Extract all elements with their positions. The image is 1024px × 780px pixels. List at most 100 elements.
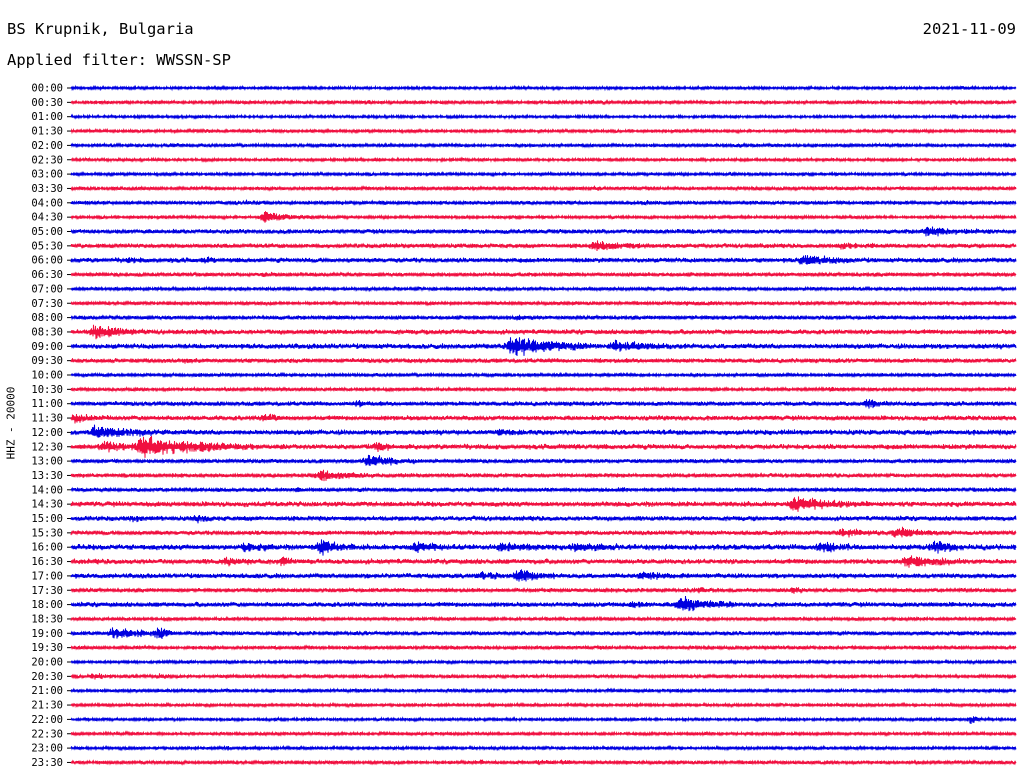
seismic-trace bbox=[70, 156, 1017, 164]
seismic-trace bbox=[70, 539, 1017, 556]
seismic-trace bbox=[70, 299, 1017, 307]
time-label: 00:30 bbox=[31, 97, 63, 109]
seismic-trace bbox=[70, 672, 1017, 680]
time-label: 15:00 bbox=[31, 513, 63, 525]
time-label: 13:00 bbox=[31, 456, 63, 468]
seismic-trace bbox=[70, 84, 1017, 92]
time-label: 23:30 bbox=[31, 757, 63, 769]
time-label: 16:00 bbox=[31, 542, 63, 554]
seismic-trace bbox=[70, 385, 1017, 393]
time-label: 19:00 bbox=[31, 628, 63, 640]
seismic-trace bbox=[70, 255, 1017, 265]
seismic-trace bbox=[70, 555, 1017, 568]
time-label: 07:30 bbox=[31, 298, 63, 310]
seismic-trace bbox=[70, 744, 1017, 752]
seismic-trace bbox=[70, 586, 1017, 594]
time-label: 22:00 bbox=[31, 714, 63, 726]
seismic-trace bbox=[70, 687, 1017, 695]
seismic-trace bbox=[70, 569, 1017, 582]
seismic-trace bbox=[70, 627, 1017, 640]
time-label: 09:30 bbox=[31, 355, 63, 367]
seismic-trace bbox=[70, 615, 1017, 623]
time-label: 10:30 bbox=[31, 384, 63, 396]
time-label: 04:30 bbox=[31, 212, 63, 224]
seismic-trace bbox=[70, 170, 1017, 178]
seismic-trace bbox=[70, 199, 1017, 207]
seismic-trace bbox=[70, 413, 1017, 424]
time-label: 12:30 bbox=[31, 441, 63, 453]
time-label: 04:00 bbox=[31, 197, 63, 209]
time-label: 13:30 bbox=[31, 470, 63, 482]
seismic-trace bbox=[70, 399, 1017, 409]
seismic-trace bbox=[70, 185, 1017, 192]
seismic-trace bbox=[70, 211, 1017, 223]
time-label: 12:00 bbox=[31, 427, 63, 439]
time-label: 01:30 bbox=[31, 126, 63, 138]
seismic-trace bbox=[70, 715, 1017, 725]
time-label: 05:00 bbox=[31, 226, 63, 238]
time-label: 03:00 bbox=[31, 169, 63, 181]
time-label: 02:00 bbox=[31, 140, 63, 152]
seismic-trace bbox=[70, 324, 1017, 340]
time-label: 00:00 bbox=[31, 83, 63, 95]
time-label: 14:30 bbox=[31, 499, 63, 511]
filter-label: Applied filter: WWSSN-SP bbox=[7, 51, 231, 69]
time-label: 05:30 bbox=[31, 240, 63, 252]
seismic-trace bbox=[70, 424, 1017, 438]
time-label: 08:00 bbox=[31, 312, 63, 324]
seismic-trace bbox=[70, 496, 1017, 512]
seismic-trace bbox=[70, 113, 1017, 121]
seismic-trace bbox=[70, 127, 1017, 135]
seismic-trace bbox=[70, 759, 1017, 766]
time-label: 08:30 bbox=[31, 326, 63, 338]
seismic-trace bbox=[70, 658, 1017, 666]
time-label: 18:00 bbox=[31, 599, 63, 611]
time-label: 07:00 bbox=[31, 283, 63, 295]
time-label: 15:30 bbox=[31, 527, 63, 539]
time-label: 18:30 bbox=[31, 613, 63, 625]
time-label: 21:30 bbox=[31, 700, 63, 712]
seismic-trace bbox=[70, 469, 1017, 482]
time-label: 21:00 bbox=[31, 685, 63, 697]
time-label: 16:30 bbox=[31, 556, 63, 568]
time-label: 11:00 bbox=[31, 398, 63, 410]
time-label: 22:30 bbox=[31, 728, 63, 740]
seismic-trace bbox=[70, 436, 1017, 458]
seismic-trace bbox=[70, 486, 1017, 494]
station-title: BS Krupnik, Bulgaria bbox=[7, 20, 194, 38]
date-label: 2021-11-09 bbox=[922, 20, 1016, 38]
seismic-trace bbox=[70, 357, 1017, 365]
seismic-trace bbox=[70, 454, 1017, 467]
time-label: 09:00 bbox=[31, 341, 63, 353]
seismic-trace bbox=[70, 515, 1017, 524]
seismic-trace bbox=[70, 730, 1017, 738]
time-label: 10:00 bbox=[31, 370, 63, 382]
time-label: 06:30 bbox=[31, 269, 63, 281]
seismic-trace bbox=[70, 141, 1017, 149]
time-label: 03:30 bbox=[31, 183, 63, 195]
seismic-trace bbox=[70, 337, 1017, 357]
seismic-trace bbox=[70, 240, 1017, 251]
time-label: 11:30 bbox=[31, 413, 63, 425]
time-label: 01:00 bbox=[31, 111, 63, 123]
seismic-trace bbox=[70, 271, 1017, 278]
time-label: 23:00 bbox=[31, 743, 63, 755]
seismic-trace bbox=[70, 226, 1017, 237]
time-label: 17:30 bbox=[31, 585, 63, 597]
time-label: 17:00 bbox=[31, 570, 63, 582]
seismic-trace bbox=[70, 701, 1017, 709]
seismic-trace bbox=[70, 595, 1017, 612]
time-label: 19:30 bbox=[31, 642, 63, 654]
time-label: 02:30 bbox=[31, 154, 63, 166]
time-label: 14:00 bbox=[31, 484, 63, 496]
seismic-trace bbox=[70, 314, 1017, 321]
seismic-trace bbox=[70, 526, 1017, 538]
seismic-trace bbox=[70, 285, 1017, 293]
time-label: 06:00 bbox=[31, 255, 63, 267]
seismic-trace bbox=[70, 371, 1017, 379]
time-label: 20:00 bbox=[31, 657, 63, 669]
seismic-trace bbox=[70, 644, 1017, 652]
seismic-trace bbox=[70, 98, 1017, 106]
time-label: 20:30 bbox=[31, 671, 63, 683]
